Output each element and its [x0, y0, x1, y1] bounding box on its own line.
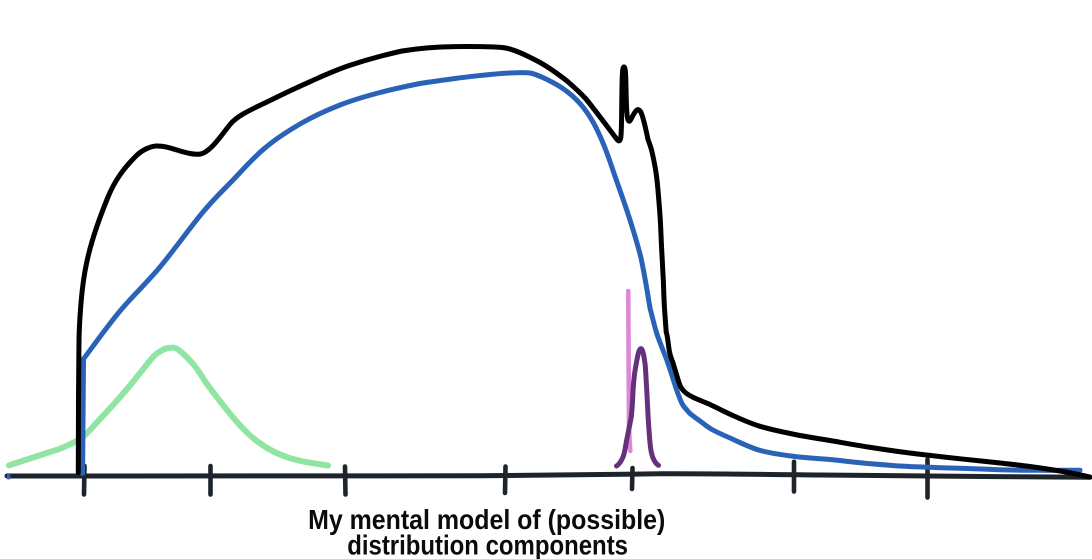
svg-text:distribution components: distribution components	[347, 529, 628, 559]
svg-text:My mental model of (possible): My mental model of (possible)	[308, 503, 665, 535]
